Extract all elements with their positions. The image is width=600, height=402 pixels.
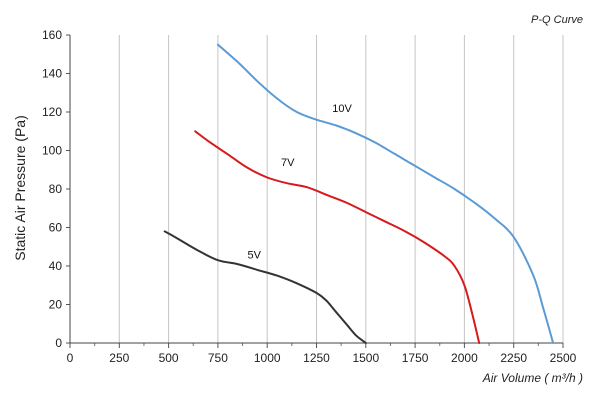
- y-tick-label: 120: [42, 105, 62, 119]
- series-label-5v: 5V: [247, 249, 261, 261]
- x-tick-labels: 0 250 500 750 1000 1250 1500 1750 2000 2250 2500: [67, 351, 577, 365]
- series-label-10v: 10V: [332, 103, 352, 115]
- x-tick-label: 750: [208, 351, 228, 365]
- x-tick-label: 1000: [254, 351, 281, 365]
- series-label-7v: 7V: [281, 157, 295, 169]
- grid-lines: [118, 35, 564, 343]
- y-axis-title: Static Air Pressure (Pa): [12, 115, 28, 261]
- y-tick-label: 140: [42, 67, 62, 81]
- x-tick-label: 2500: [550, 351, 577, 365]
- y-tick-label: 80: [49, 182, 63, 196]
- x-axis-title: Air Volume ( m³/h ): [482, 371, 583, 385]
- x-tick-label: 2250: [500, 351, 527, 365]
- chart-title: P-Q Curve: [531, 14, 583, 26]
- y-tick-label: 60: [49, 221, 63, 235]
- y-tick-label: 40: [49, 259, 63, 273]
- x-tick-label: 1500: [352, 351, 379, 365]
- y-tick-labels: 0 20 40 60 80 100 120 140 160: [42, 28, 62, 350]
- x-tick-label: 500: [159, 351, 179, 365]
- y-tick-label: 20: [49, 298, 63, 312]
- series-line-7v: [194, 130, 481, 344]
- series-lines: [163, 43, 555, 344]
- x-tick-label: 1250: [303, 351, 330, 365]
- x-tick-label: 1750: [402, 351, 429, 365]
- series-line-5v: [163, 230, 367, 344]
- x-tick-label: 0: [67, 351, 74, 365]
- x-tick-label: 2000: [451, 351, 478, 365]
- series-labels: 10V 7V 5V: [247, 103, 352, 261]
- y-tick-label: 0: [55, 336, 62, 350]
- series-line-10v: [216, 43, 555, 344]
- y-tick-label: 100: [42, 144, 62, 158]
- plot-area: 0 250 500 750 1000 1250 1500 1750 2000 2250 2500 0…: [42, 28, 577, 365]
- axes: [66, 34, 564, 348]
- x-tick-label: 250: [109, 351, 129, 365]
- y-tick-label: 160: [42, 28, 62, 42]
